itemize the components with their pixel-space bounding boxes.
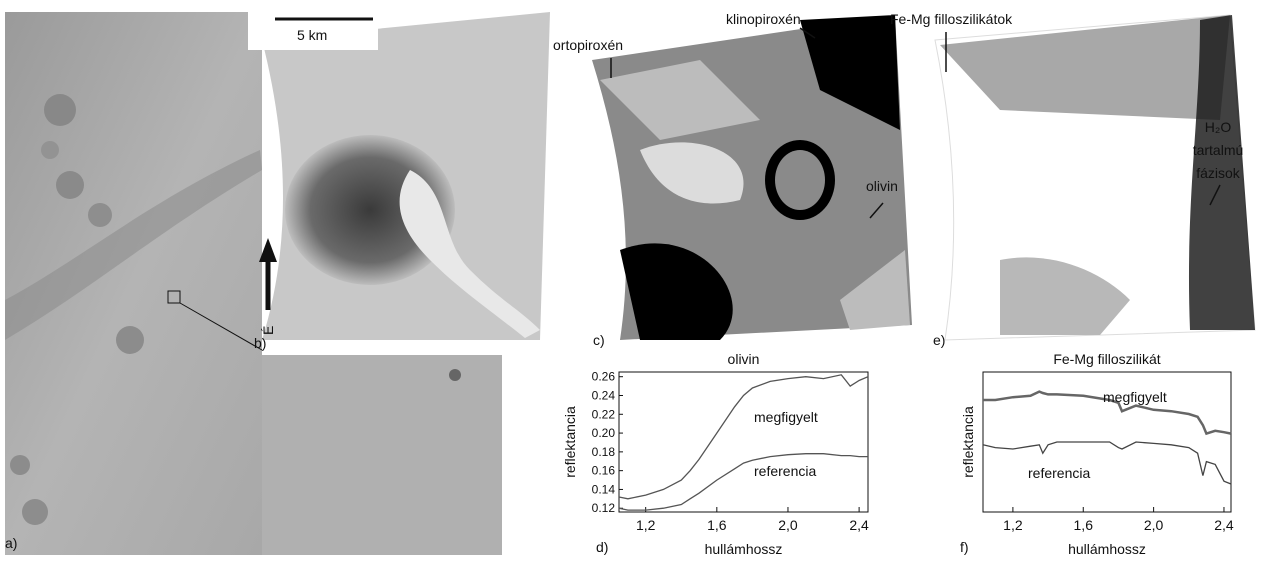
- image-b: [248, 10, 550, 340]
- annotation: klinopiroxén: [726, 11, 801, 27]
- x-tick-label: 1,2: [636, 517, 656, 533]
- series-label: referencia: [754, 463, 816, 479]
- panel-label: c): [593, 332, 605, 348]
- x-tick-label: 1,6: [707, 517, 727, 533]
- scale-bar-label: 5 km: [297, 27, 327, 43]
- y-tick-label: 0.26: [592, 370, 616, 384]
- y-tick-label: 0.24: [592, 388, 616, 402]
- y-tick-label: 0.16: [592, 464, 616, 478]
- north-label: É: [260, 326, 276, 335]
- annotation: Fe-Mg filloszilikátok: [890, 11, 1013, 27]
- x-tick-label: 2,0: [1144, 517, 1164, 533]
- annotation: olivin: [866, 178, 898, 194]
- figure: a) b) c) e) 5 km É klinopiroxén ortopiro…: [0, 0, 1278, 559]
- annotation: ortopiroxén: [553, 37, 623, 53]
- annotation: fázisok: [1196, 165, 1241, 181]
- series-label: megfigyelt: [1103, 389, 1167, 405]
- plot-frame: [619, 372, 868, 512]
- y-tick-label: 0.14: [592, 482, 616, 496]
- chart-title: Fe-Mg filloszilikát: [1053, 351, 1160, 367]
- image-c: [592, 15, 912, 340]
- x-tick-label: 2,4: [1214, 517, 1234, 533]
- chart-title: olivin: [728, 351, 760, 367]
- panel-label: f): [960, 539, 969, 555]
- series-label: referencia: [1028, 465, 1090, 481]
- x-tick-label: 1,2: [1003, 517, 1023, 533]
- panel-label: b): [254, 335, 266, 351]
- y-tick-label: 0.18: [592, 445, 616, 459]
- panel-label: e): [933, 332, 945, 348]
- x-tick-label: 2,4: [849, 517, 869, 533]
- x-axis-label: hullámhossz: [1068, 541, 1146, 557]
- y-tick-label: 0.20: [592, 426, 616, 440]
- panel-label: a): [5, 535, 17, 551]
- x-axis-label: hullámhossz: [705, 541, 783, 557]
- y-axis-label: reflektancia: [562, 406, 578, 478]
- x-tick-label: 1,6: [1074, 517, 1094, 533]
- annotation: tartalmú: [1193, 142, 1244, 158]
- panel-label: d): [596, 539, 608, 555]
- annotation: H₂O: [1205, 119, 1232, 135]
- series-label: megfigyelt: [754, 409, 818, 425]
- y-tick-label: 0.22: [592, 407, 616, 421]
- y-tick-label: 0.12: [592, 501, 616, 515]
- x-tick-label: 2,0: [778, 517, 798, 533]
- y-axis-label: reflektancia: [960, 406, 976, 478]
